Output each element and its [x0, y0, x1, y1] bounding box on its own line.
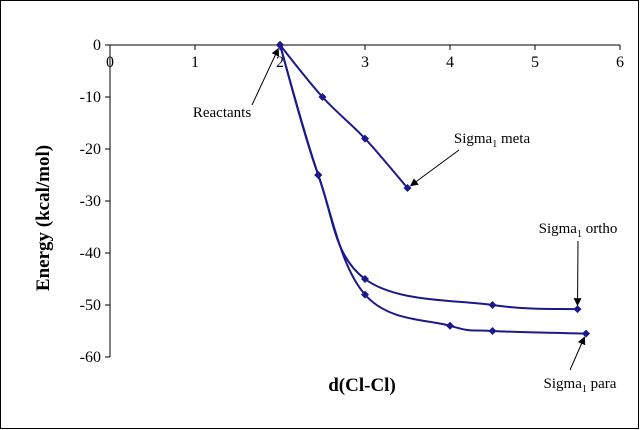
y-tick-label: -60 — [80, 349, 101, 366]
series-line-para — [279, 44, 587, 335]
x-tick-label: 2 — [276, 54, 284, 71]
y-tick-label: 0 — [93, 37, 101, 54]
x-tick-label: 1 — [191, 54, 199, 71]
annotation-para: Sigma1 para — [544, 336, 617, 395]
x-tick-label: 6 — [616, 54, 624, 71]
annotation-reactants: Reactants — [193, 47, 279, 121]
annotation-meta: Sigma1 meta — [409, 131, 531, 187]
annotation-label-ortho: Sigma1 ortho — [539, 221, 618, 240]
annotation-label-para: Sigma1 para — [544, 376, 617, 395]
data-point-ortho — [488, 301, 497, 309]
annotation-arrow-meta — [409, 149, 460, 187]
x-tick-label: 5 — [531, 54, 539, 71]
y-axis-label: Energy (kcal/mol) — [33, 145, 54, 291]
data-point-para — [446, 321, 454, 330]
data-point-para — [488, 327, 497, 335]
annotation-ortho: Sigma1 ortho — [539, 221, 618, 307]
annotation-arrow-para — [569, 336, 586, 371]
y-tick-label: -50 — [80, 297, 101, 314]
data-point-ortho — [361, 275, 369, 283]
annotation-arrow-reactants — [251, 47, 279, 106]
x-axis-label: d(Cl-Cl) — [328, 375, 396, 396]
annotation-label-meta: Sigma1 meta — [454, 131, 531, 150]
series-layer — [276, 41, 590, 338]
series-line-meta — [279, 44, 409, 189]
data-point-para — [276, 41, 284, 49]
y-tick-label: -10 — [80, 89, 101, 106]
data-point-meta — [318, 93, 327, 101]
annotation-label-reactants: Reactants — [193, 105, 251, 121]
data-point-para — [361, 290, 369, 299]
y-tick-label: -20 — [80, 141, 101, 158]
x-tick-label: 3 — [361, 54, 369, 71]
data-point-ortho — [573, 305, 582, 314]
y-tick-label: -30 — [80, 193, 101, 210]
x-tick-label: 4 — [446, 54, 454, 71]
y-tick-label: -40 — [80, 245, 101, 262]
data-point-para — [314, 171, 323, 179]
series-line-ortho — [279, 44, 578, 311]
data-point-meta — [361, 134, 369, 143]
x-tick-label: 0 — [106, 54, 114, 71]
annotation-layer: Reactants Sigma1 meta Sigma1 ortho Sigma1 p… — [193, 47, 618, 395]
data-point-para — [582, 329, 590, 338]
data-point-meta — [403, 184, 412, 192]
axes: 0 1 2 3 4 5 6 0 -10 -20 -30 -40 -50 -60 — [80, 37, 624, 366]
